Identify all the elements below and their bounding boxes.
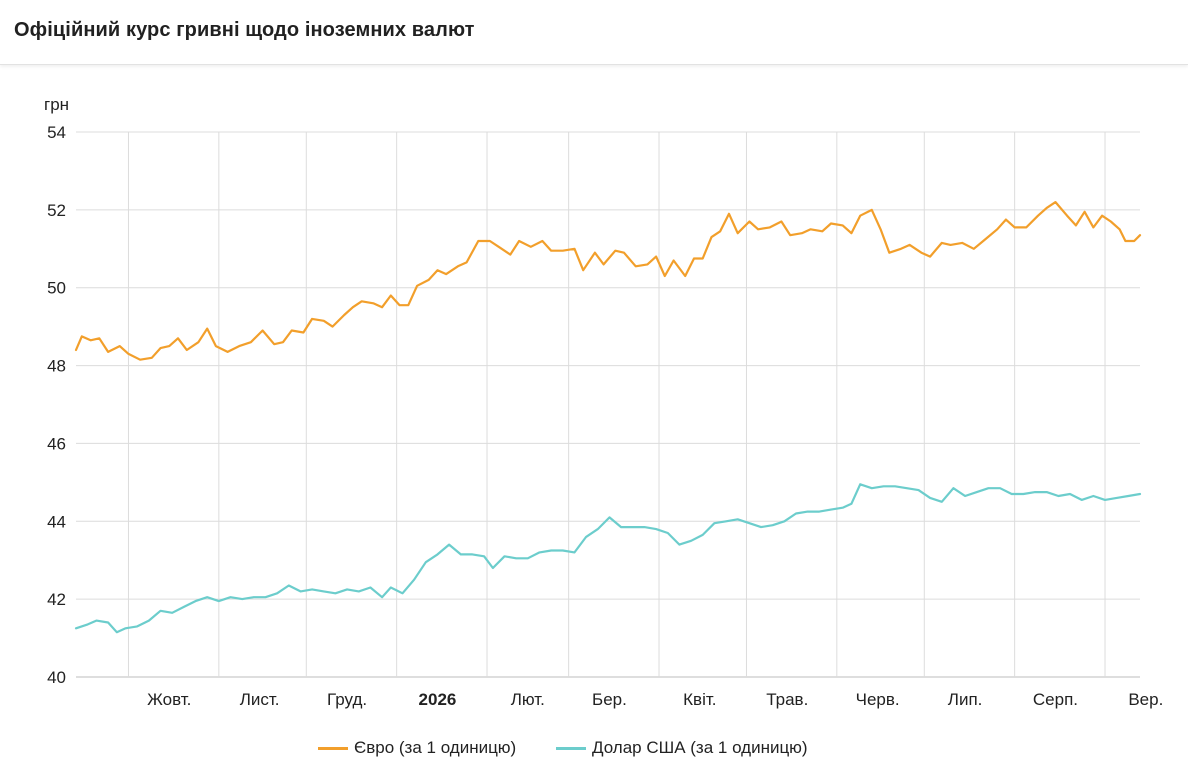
y-tick-label: 40: [47, 668, 66, 687]
x-tick-label: Лип.: [948, 690, 983, 709]
y-tick-label: 46: [47, 434, 66, 453]
x-tick-label: Квіт.: [683, 690, 716, 709]
y-tick-label: 50: [47, 279, 66, 298]
legend-label-usd: Долар США (за 1 одиницю): [592, 738, 808, 757]
page-header: Офіційний курс гривні щодо іноземних вал…: [0, 0, 1188, 65]
x-tick-label: Лист.: [240, 690, 280, 709]
x-tick-label: 2026: [419, 690, 457, 709]
x-tick-label: Трав.: [766, 690, 808, 709]
y-axis-label: грн: [44, 95, 69, 114]
y-tick-label: 44: [47, 512, 66, 531]
x-tick-label: Бер.: [592, 690, 627, 709]
y-tick-label: 54: [47, 123, 66, 142]
x-tick-label: Лют.: [511, 690, 545, 709]
legend-item-usd[interactable]: Долар США (за 1 одиницю): [556, 736, 846, 760]
x-tick-label: Вер.: [1128, 690, 1163, 709]
x-tick-label: Груд.: [327, 690, 367, 709]
y-tick-label: 42: [47, 590, 66, 609]
legend-label-euro: Євро (за 1 одиницю): [354, 738, 517, 757]
y-tick-label: 48: [47, 357, 66, 376]
legend-swatch-euro: [318, 747, 348, 750]
legend-item-euro[interactable]: Євро (за 1 одиницю): [318, 736, 538, 760]
chart-legend: Євро (за 1 одиницю) Долар США (за 1 один…: [0, 736, 1188, 760]
y-tick-label: 52: [47, 201, 66, 220]
x-tick-label: Черв.: [856, 690, 900, 709]
euro-series-line: [74, 201, 1142, 361]
usd-series-line: [74, 483, 1142, 634]
x-tick-label: Серп.: [1033, 690, 1078, 709]
x-tick-label: Жовт.: [147, 690, 191, 709]
legend-swatch-usd: [556, 747, 586, 750]
page-title: Офіційний курс гривні щодо іноземних вал…: [14, 19, 475, 41]
